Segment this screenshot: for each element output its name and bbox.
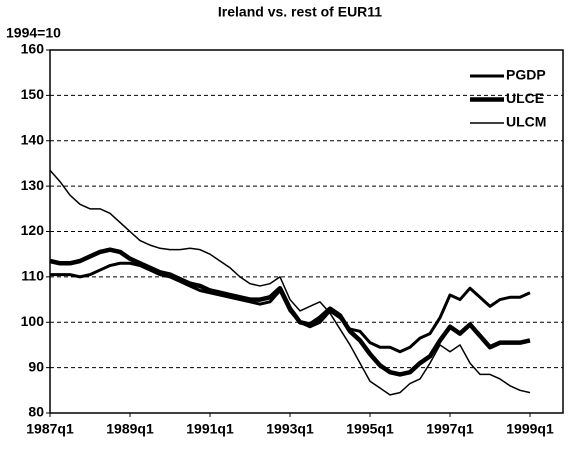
- y-tick-label: 140: [21, 131, 45, 147]
- x-tick-label: 1989q1: [106, 421, 154, 437]
- y-tick-label: 150: [21, 86, 45, 102]
- y-axis-label: 1994=10: [6, 25, 61, 41]
- y-tick-label: 90: [28, 358, 44, 374]
- legend-label: ULCE: [506, 90, 544, 106]
- line-series: [49, 247, 531, 377]
- y-tick-label: 160: [21, 41, 45, 57]
- y-tick-label: 110: [21, 268, 44, 284]
- y-tick-label: 100: [21, 313, 45, 329]
- y-tick-label: 120: [21, 222, 45, 238]
- y-tick-label: 130: [21, 177, 45, 193]
- x-tick-label: 1997q1: [426, 421, 474, 437]
- legend-label: ULCM: [506, 114, 546, 130]
- x-tick-label: 1995q1: [346, 421, 394, 437]
- y-tick-label: 80: [28, 404, 44, 420]
- x-tick-label: 1991q1: [186, 421, 234, 437]
- legend-label: PGDP: [506, 67, 546, 83]
- chart-title: Ireland vs. rest of EUR11: [218, 4, 382, 20]
- x-tick-label: 1987q1: [26, 421, 74, 437]
- x-tick-label: 1993q1: [266, 421, 314, 437]
- line-series: [49, 169, 531, 396]
- x-tick-label: 1999q1: [506, 421, 554, 437]
